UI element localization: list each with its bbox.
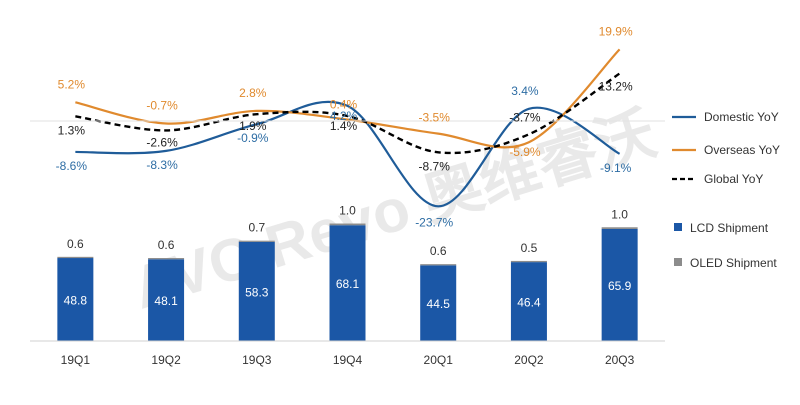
legend-label-domestic-yoy: Domestic YoY	[704, 110, 779, 124]
oled-bar-19q1	[57, 256, 94, 259]
legend-label-overseas-yoy: Overseas YoY	[704, 143, 780, 157]
global-yoy-label-19q3: 1.9%	[239, 119, 267, 133]
lcd-bar-19q4	[329, 225, 366, 341]
global-yoy-label-20q1: -8.7%	[419, 159, 451, 173]
overseas-yoy-line	[75, 48, 621, 149]
x-tick-label-19q4: 19Q4	[333, 353, 363, 367]
domestic-yoy-label-20q1: -23.7%	[415, 215, 453, 229]
lcd-value-label-20q1: 44.5	[427, 297, 451, 311]
oled-bar-20q1	[420, 264, 457, 266]
bar-layer: 48.8 0.6 48.1 0.6 58.3 0.7 68.1 1.0 44.5 0.6 46.4 0…	[57, 204, 638, 341]
watermark: AVC Revo 奥维睿沃	[125, 99, 663, 322]
x-tick-label-20q2: 20Q2	[514, 353, 544, 367]
lcd-bar-19q2	[148, 259, 185, 341]
legend-label-oled-shipment: OLED Shipment	[690, 256, 777, 270]
legend-item-domestic-yoy: Domestic YoY	[672, 110, 779, 124]
line-layer	[75, 48, 621, 208]
x-tick-label-19q1: 19Q1	[61, 353, 91, 367]
oled-bar-19q4	[329, 223, 366, 226]
global-yoy-line	[75, 72, 621, 155]
oled-bar-19q3	[238, 240, 275, 242]
domestic-yoy-label-19q3: -0.9%	[237, 131, 269, 145]
lcd-bar-20q1	[420, 265, 457, 341]
x-axis-labels: 19Q1 19Q2 19Q3 19Q4 20Q1 20Q2 20Q3	[61, 353, 635, 367]
overseas-yoy-label-19q1: 5.2%	[58, 77, 86, 91]
oled-value-label-20q3: 1.0	[611, 207, 628, 221]
overseas-yoy-label-19q2: -0.7%	[146, 99, 178, 113]
overseas-yoy-label-20q2: -5.9%	[509, 145, 541, 159]
legend: Domestic YoY Overseas YoY Global YoY LCD Sh…	[672, 110, 780, 270]
oled-bar-20q2	[510, 260, 547, 263]
lcd-value-label-19q2: 48.1	[154, 294, 178, 308]
oled-value-label-19q2: 0.6	[158, 238, 175, 252]
oled-value-label-19q4: 1.0	[339, 204, 356, 218]
overseas-yoy-label-19q4: 0.4%	[330, 98, 358, 112]
watermark-text: AVC Revo 奥维睿沃	[125, 99, 663, 322]
oled-value-label-19q1: 0.6	[67, 237, 84, 251]
lcd-value-label-19q1: 48.8	[64, 294, 88, 308]
oled-bar-20q3	[601, 227, 638, 229]
lcd-bar-20q3	[601, 228, 638, 341]
domestic-yoy-label-19q4: 4.2%	[330, 109, 358, 123]
legend-label-lcd-shipment: LCD Shipment	[690, 221, 769, 235]
x-tick-label-19q2: 19Q2	[151, 353, 181, 367]
lcd-value-label-19q3: 58.3	[245, 285, 269, 299]
legend-swatch-lcd-shipment	[674, 223, 682, 231]
lcd-value-label-20q3: 65.9	[608, 279, 632, 293]
lcd-bar-19q3	[238, 241, 275, 341]
oled-value-label-19q3: 0.7	[248, 221, 265, 235]
line-data-labels: -8.6% -8.3% -0.9% 4.2% -23.7% 3.4% -9.1% 5.2% -0…	[56, 24, 633, 229]
legend-item-global-yoy: Global YoY	[672, 172, 763, 186]
domestic-yoy-label-19q2: -8.3%	[146, 158, 178, 172]
legend-item-overseas-yoy: Overseas YoY	[672, 143, 780, 157]
overseas-yoy-label-19q3: 2.8%	[239, 86, 267, 100]
overseas-yoy-label-20q1: -3.5%	[419, 111, 451, 125]
oled-value-label-20q1: 0.6	[430, 244, 447, 258]
lcd-value-label-19q4: 68.1	[336, 277, 360, 291]
legend-label-global-yoy: Global YoY	[704, 172, 763, 186]
global-yoy-label-19q2: -2.6%	[146, 135, 178, 149]
oled-value-label-20q2: 0.5	[521, 241, 538, 255]
global-yoy-label-19q4: 1.4%	[330, 119, 358, 133]
x-tick-label-19q3: 19Q3	[242, 353, 272, 367]
lcd-bar-20q2	[510, 262, 547, 341]
global-yoy-label-19q1: 1.3%	[58, 123, 86, 137]
legend-item-lcd-shipment: LCD Shipment	[674, 221, 769, 235]
legend-swatch-oled-shipment	[674, 258, 682, 266]
domestic-yoy-label-19q1: -8.6%	[56, 159, 88, 173]
x-tick-label-20q1: 20Q1	[424, 353, 454, 367]
legend-item-oled-shipment: OLED Shipment	[674, 256, 777, 270]
domestic-yoy-line	[75, 100, 621, 208]
global-yoy-label-20q3: 13.2%	[599, 79, 633, 93]
lcd-bar-19q1	[57, 258, 94, 341]
global-yoy-label-20q2: -3.7%	[509, 110, 541, 124]
x-tick-label-20q3: 20Q3	[605, 353, 635, 367]
lcd-value-label-20q2: 46.4	[517, 296, 541, 310]
domestic-yoy-label-20q3: -9.1%	[600, 161, 632, 175]
domestic-yoy-label-20q2: 3.4%	[511, 84, 539, 98]
overseas-yoy-label-20q3: 19.9%	[599, 24, 633, 38]
oled-bar-19q2	[148, 258, 185, 260]
